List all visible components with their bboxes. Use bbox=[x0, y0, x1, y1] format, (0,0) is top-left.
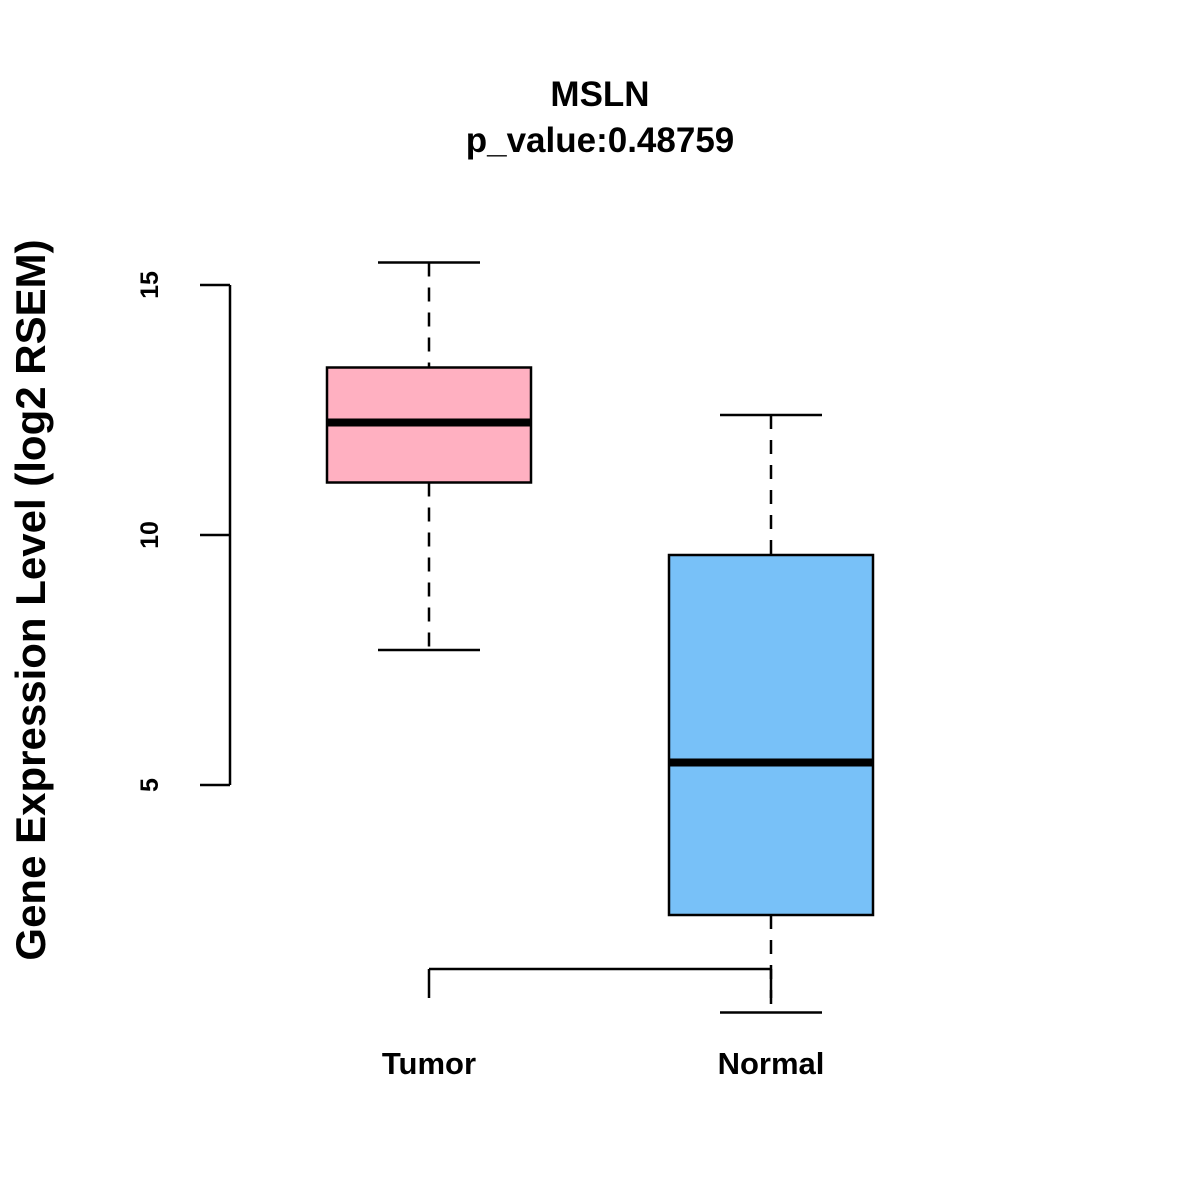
x-axis: Tumor Normal bbox=[382, 967, 825, 1081]
chart-subtitle: p_value:0.48759 bbox=[466, 121, 735, 160]
y-tick-label: 10 bbox=[136, 521, 164, 549]
y-tick-label: 5 bbox=[136, 778, 164, 792]
chart-title: MSLN bbox=[550, 75, 649, 114]
y-axis: 5 10 15 bbox=[136, 271, 232, 792]
y-axis-label: Gene Expression Level (log2 RSEM) bbox=[7, 239, 54, 960]
iqr-box bbox=[667, 553, 875, 917]
y-tick-label: 15 bbox=[136, 271, 164, 299]
x-tick-label-tumor: Tumor bbox=[382, 1046, 476, 1081]
boxes-group bbox=[325, 261, 875, 1014]
box-normal bbox=[667, 413, 875, 1014]
box-tumor bbox=[325, 261, 533, 652]
x-tick-label-normal: Normal bbox=[718, 1046, 825, 1081]
